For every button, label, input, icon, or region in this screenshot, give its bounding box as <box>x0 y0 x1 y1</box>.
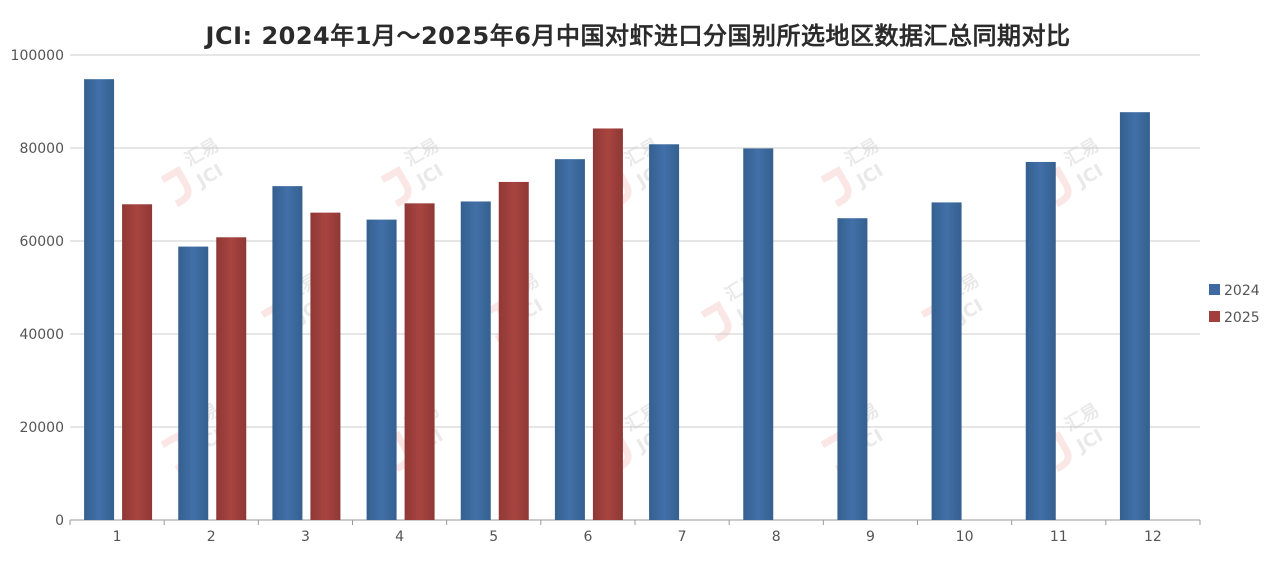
x-tick-label: 3 <box>301 529 310 545</box>
watermark-logo-icon <box>820 166 852 208</box>
y-tick-label: 80000 <box>19 141 64 157</box>
x-tick-label: 2 <box>207 529 216 545</box>
chart-title: JCI: 2024年1月～2025年6月中国对虾进口分国别所选地区数据汇总同期对… <box>205 22 1071 50</box>
x-tick-label: 10 <box>956 529 974 545</box>
bar-2024-11 <box>1025 161 1056 520</box>
x-tick-label: 8 <box>772 529 781 545</box>
bar-2025-1 <box>122 204 153 520</box>
bar-2025-2 <box>216 237 247 520</box>
bar-2024-6 <box>554 159 585 520</box>
x-tick-label: 12 <box>1144 529 1162 545</box>
bar-2025-5 <box>498 181 529 520</box>
bar-2024-9 <box>837 218 868 520</box>
watermark-logo-icon <box>1040 431 1072 473</box>
x-tick-label: 9 <box>866 529 875 545</box>
bars <box>84 79 1150 521</box>
bar-2024-10 <box>931 202 962 520</box>
watermark-logo-icon <box>700 301 732 343</box>
bar-2025-4 <box>404 203 435 520</box>
bar-2024-2 <box>178 246 209 520</box>
legend-swatch-2024 <box>1209 284 1220 295</box>
bar-2024-7 <box>649 144 680 520</box>
bar-2024-8 <box>743 148 774 520</box>
legend-label-2025: 2025 <box>1224 310 1260 326</box>
watermark-logo-icon <box>380 166 412 208</box>
bar-2024-4 <box>366 219 397 521</box>
y-axis: 0 20000 40000 60000 80000 100000 <box>11 48 64 529</box>
x-tick-label: 4 <box>395 529 404 545</box>
bar-2024-3 <box>272 186 303 520</box>
x-tick-label: 11 <box>1050 529 1068 545</box>
y-tick-label: 0 <box>55 513 64 529</box>
y-tick-label: 40000 <box>19 327 64 343</box>
y-tick-label: 100000 <box>11 48 64 64</box>
legend-label-2024: 2024 <box>1224 283 1260 299</box>
bar-2025-6 <box>592 128 623 520</box>
y-tick-label: 60000 <box>19 234 64 250</box>
bar-2025-3 <box>310 212 341 520</box>
watermark-logo-icon <box>1040 166 1072 208</box>
watermark-logo-icon <box>160 166 192 208</box>
legend: 2024 2025 <box>1209 283 1260 326</box>
x-tick-label: 5 <box>489 529 498 545</box>
x-tick-label: 6 <box>583 529 592 545</box>
bar-2024-1 <box>84 79 115 521</box>
legend-swatch-2025 <box>1209 311 1220 322</box>
bar-2024-5 <box>460 201 491 520</box>
x-tick-label: 1 <box>113 529 122 545</box>
x-axis: 1 2 3 4 5 6 7 8 9 10 11 12 <box>69 520 1201 545</box>
y-tick-label: 20000 <box>19 420 64 436</box>
x-tick-label: 7 <box>678 529 687 545</box>
bar-2024-12 <box>1119 112 1150 520</box>
